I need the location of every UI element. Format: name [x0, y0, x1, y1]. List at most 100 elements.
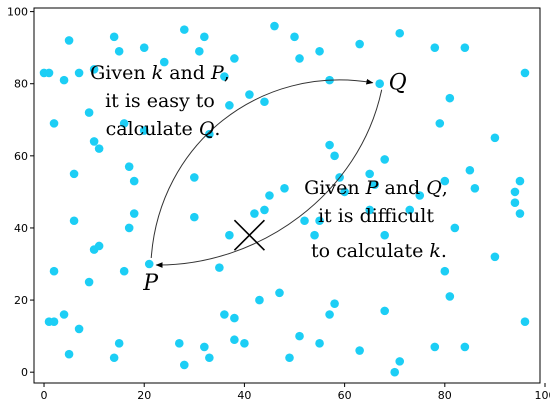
data-point — [355, 39, 364, 49]
data-point — [129, 209, 139, 218]
y-tick-label: 0 — [21, 366, 28, 379]
x-axis: 0 20 40 60 80 100 — [41, 383, 550, 402]
data-point — [325, 310, 334, 319]
cross-marker — [233, 219, 265, 251]
arrows — [150, 78, 383, 268]
data-point — [69, 216, 79, 226]
data-point — [240, 339, 249, 348]
data-point — [280, 183, 289, 193]
data-point — [84, 108, 94, 117]
data-point — [260, 97, 269, 107]
data-point — [89, 64, 99, 74]
data-point — [94, 241, 104, 251]
data-point — [330, 299, 339, 308]
data-point — [460, 342, 470, 352]
data-point — [355, 346, 364, 355]
data-point — [365, 205, 374, 215]
data-point — [49, 266, 59, 276]
data-point — [64, 349, 74, 359]
data-point — [230, 335, 239, 345]
data-point — [250, 209, 259, 218]
arrow-q-to-p — [155, 89, 383, 268]
data-point — [395, 28, 405, 38]
data-point-q — [375, 79, 384, 89]
data-point — [190, 212, 199, 222]
data-point — [220, 310, 229, 319]
data-point — [74, 324, 84, 334]
ann-tl-line2: it is easy to — [105, 90, 215, 112]
data-point — [255, 295, 264, 305]
data-point — [159, 57, 169, 67]
x-tick-label: 100 — [535, 389, 550, 402]
data-point — [315, 339, 324, 348]
data-point — [109, 353, 119, 363]
data-point — [460, 43, 470, 52]
x-tick-label: 40 — [237, 389, 251, 402]
data-point — [195, 46, 204, 56]
data-points — [39, 21, 530, 377]
data-point-p — [144, 259, 154, 269]
data-point — [230, 54, 239, 63]
ann-br-line3: to calculate k. — [311, 240, 447, 262]
data-point — [390, 367, 400, 377]
data-point — [515, 209, 525, 218]
y-tick-label: 60 — [14, 150, 28, 163]
ann-br-line1: Given P and Q, — [304, 177, 448, 199]
data-point — [69, 169, 79, 179]
arrow-p-to-q — [150, 78, 374, 259]
data-point — [510, 198, 520, 208]
ann-tl-line1: Given k and P, — [90, 62, 230, 84]
data-point — [205, 353, 214, 363]
x-tick-label: 60 — [338, 389, 352, 402]
data-point — [200, 342, 209, 352]
data-point — [129, 176, 139, 186]
data-point — [59, 75, 69, 85]
y-axis: 0 20 40 60 80 100 — [7, 6, 34, 379]
data-point — [395, 357, 405, 366]
data-point — [215, 263, 224, 272]
label-q: Q — [389, 71, 407, 96]
data-point — [450, 223, 460, 233]
data-point — [315, 46, 324, 56]
label-p: P — [142, 271, 159, 296]
data-point — [445, 93, 455, 103]
data-point — [310, 230, 319, 240]
data-point — [124, 162, 134, 171]
x-tick-label: 0 — [41, 389, 48, 402]
data-point — [119, 266, 129, 276]
data-point — [300, 216, 309, 226]
data-point — [49, 119, 59, 128]
data-point — [370, 180, 379, 189]
data-point — [435, 119, 445, 128]
data-point — [325, 140, 334, 150]
data-point — [415, 191, 425, 200]
data-point — [139, 43, 149, 52]
data-point — [59, 310, 69, 319]
annotation-top-left: Given k and P, it is easy to calculate Q… — [90, 62, 236, 140]
ann-tl-line3: calculate Q. — [106, 118, 221, 140]
plot-frame — [33, 7, 541, 384]
data-point — [225, 230, 234, 240]
data-point — [470, 183, 480, 193]
data-point — [515, 176, 525, 186]
data-point — [109, 32, 119, 42]
data-point — [380, 155, 389, 164]
data-point — [44, 68, 54, 78]
data-point — [315, 216, 324, 226]
data-point — [205, 129, 214, 139]
data-point — [430, 43, 440, 52]
ann-br-line2: it is difficult — [318, 205, 434, 227]
data-point — [510, 187, 520, 197]
data-point — [440, 266, 450, 276]
data-point — [520, 68, 530, 78]
cross-stroke — [233, 219, 265, 251]
data-point — [179, 360, 189, 370]
data-point — [174, 339, 184, 348]
data-point — [139, 126, 149, 135]
y-tick-label: 80 — [14, 78, 28, 91]
data-point — [260, 205, 269, 215]
data-point — [295, 54, 304, 63]
data-point — [94, 144, 104, 153]
data-point — [114, 339, 124, 348]
